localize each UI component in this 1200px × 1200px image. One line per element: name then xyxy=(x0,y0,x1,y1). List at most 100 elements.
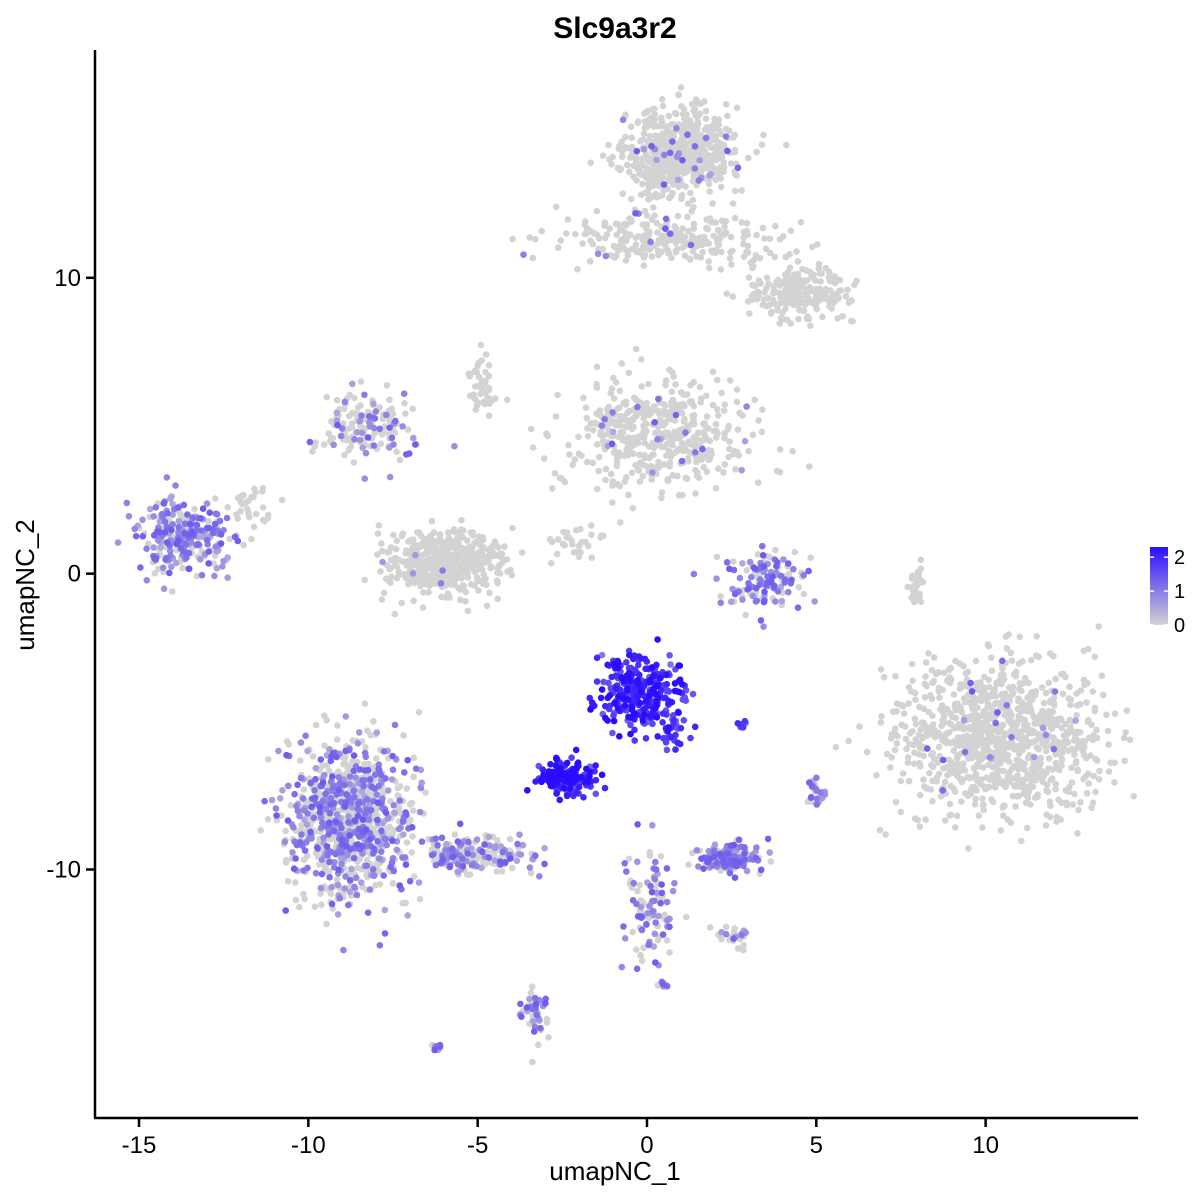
data-point xyxy=(333,876,341,883)
data-point xyxy=(532,852,539,859)
data-point xyxy=(428,517,436,525)
data-point xyxy=(1018,759,1025,767)
data-point xyxy=(1008,733,1015,741)
data-point xyxy=(782,253,789,261)
data-point xyxy=(686,448,693,456)
data-point xyxy=(632,461,639,469)
data-point xyxy=(157,543,164,551)
data-point xyxy=(671,223,678,230)
data-point xyxy=(695,474,703,482)
data-point xyxy=(198,571,206,579)
data-point xyxy=(395,556,403,564)
data-point xyxy=(379,819,387,827)
data-point xyxy=(1033,633,1040,640)
data-point xyxy=(700,463,707,471)
data-point xyxy=(340,946,347,954)
data-point xyxy=(991,687,998,694)
data-point xyxy=(705,264,713,272)
data-point xyxy=(630,879,637,887)
data-point xyxy=(527,989,535,997)
data-point xyxy=(428,851,436,859)
data-point xyxy=(888,731,896,738)
data-point xyxy=(185,549,193,557)
data-point xyxy=(261,517,268,525)
data-point xyxy=(355,800,362,808)
data-point xyxy=(1045,765,1052,772)
data-point xyxy=(1062,720,1069,728)
data-point xyxy=(326,874,333,881)
data-point xyxy=(444,563,451,570)
data-point xyxy=(325,767,333,775)
data-point xyxy=(863,748,871,756)
data-point xyxy=(384,815,392,822)
data-point xyxy=(607,470,615,478)
data-point xyxy=(712,135,720,142)
data-point xyxy=(317,814,325,821)
data-point xyxy=(771,300,778,308)
data-point xyxy=(645,196,652,203)
data-point xyxy=(717,183,725,191)
data-point xyxy=(706,188,713,195)
data-point xyxy=(986,683,993,691)
data-point xyxy=(909,677,916,684)
data-point xyxy=(356,417,364,425)
data-point xyxy=(131,525,138,533)
data-point xyxy=(328,418,335,425)
data-point xyxy=(439,567,446,574)
data-point xyxy=(929,777,936,785)
data-point xyxy=(723,290,730,298)
data-point xyxy=(1014,734,1022,742)
data-point xyxy=(598,422,606,429)
data-point xyxy=(641,439,649,447)
data-point xyxy=(808,273,815,281)
data-point xyxy=(564,216,572,223)
data-point xyxy=(692,130,700,137)
data-point xyxy=(674,472,681,480)
data-point xyxy=(349,758,356,765)
data-point xyxy=(351,436,358,443)
data-point xyxy=(891,746,899,754)
data-point xyxy=(688,232,696,240)
data-point xyxy=(615,404,623,412)
data-point xyxy=(853,277,860,285)
data-point xyxy=(296,839,304,846)
data-point xyxy=(372,408,380,415)
data-point xyxy=(464,569,471,576)
data-point xyxy=(598,532,605,539)
data-point xyxy=(638,383,645,390)
data-point xyxy=(615,453,622,461)
data-point xyxy=(593,207,601,215)
data-point xyxy=(1050,745,1058,753)
data-point xyxy=(345,813,352,820)
data-point xyxy=(709,401,717,409)
data-point xyxy=(469,532,477,539)
data-point xyxy=(679,400,687,408)
data-point xyxy=(914,816,921,824)
data-point xyxy=(714,239,721,246)
data-point xyxy=(376,942,384,949)
data-point xyxy=(640,262,648,269)
data-point xyxy=(391,561,399,568)
data-point xyxy=(1121,757,1128,765)
data-point xyxy=(785,588,792,596)
data-point xyxy=(259,504,267,511)
data-point xyxy=(640,145,648,153)
data-point xyxy=(708,162,715,170)
data-point xyxy=(619,190,626,197)
data-point xyxy=(321,742,328,749)
data-point xyxy=(720,168,727,176)
data-point xyxy=(989,798,997,806)
data-point xyxy=(663,917,671,924)
data-point xyxy=(593,485,601,493)
data-point xyxy=(1111,710,1119,717)
data-point xyxy=(193,572,201,580)
data-point xyxy=(290,824,297,831)
data-point xyxy=(1019,699,1026,706)
data-point xyxy=(759,406,766,414)
data-point xyxy=(622,257,630,264)
data-point xyxy=(356,855,363,863)
data-point xyxy=(710,848,718,855)
data-point xyxy=(772,598,779,605)
data-point xyxy=(660,133,667,140)
data-point xyxy=(169,588,176,595)
